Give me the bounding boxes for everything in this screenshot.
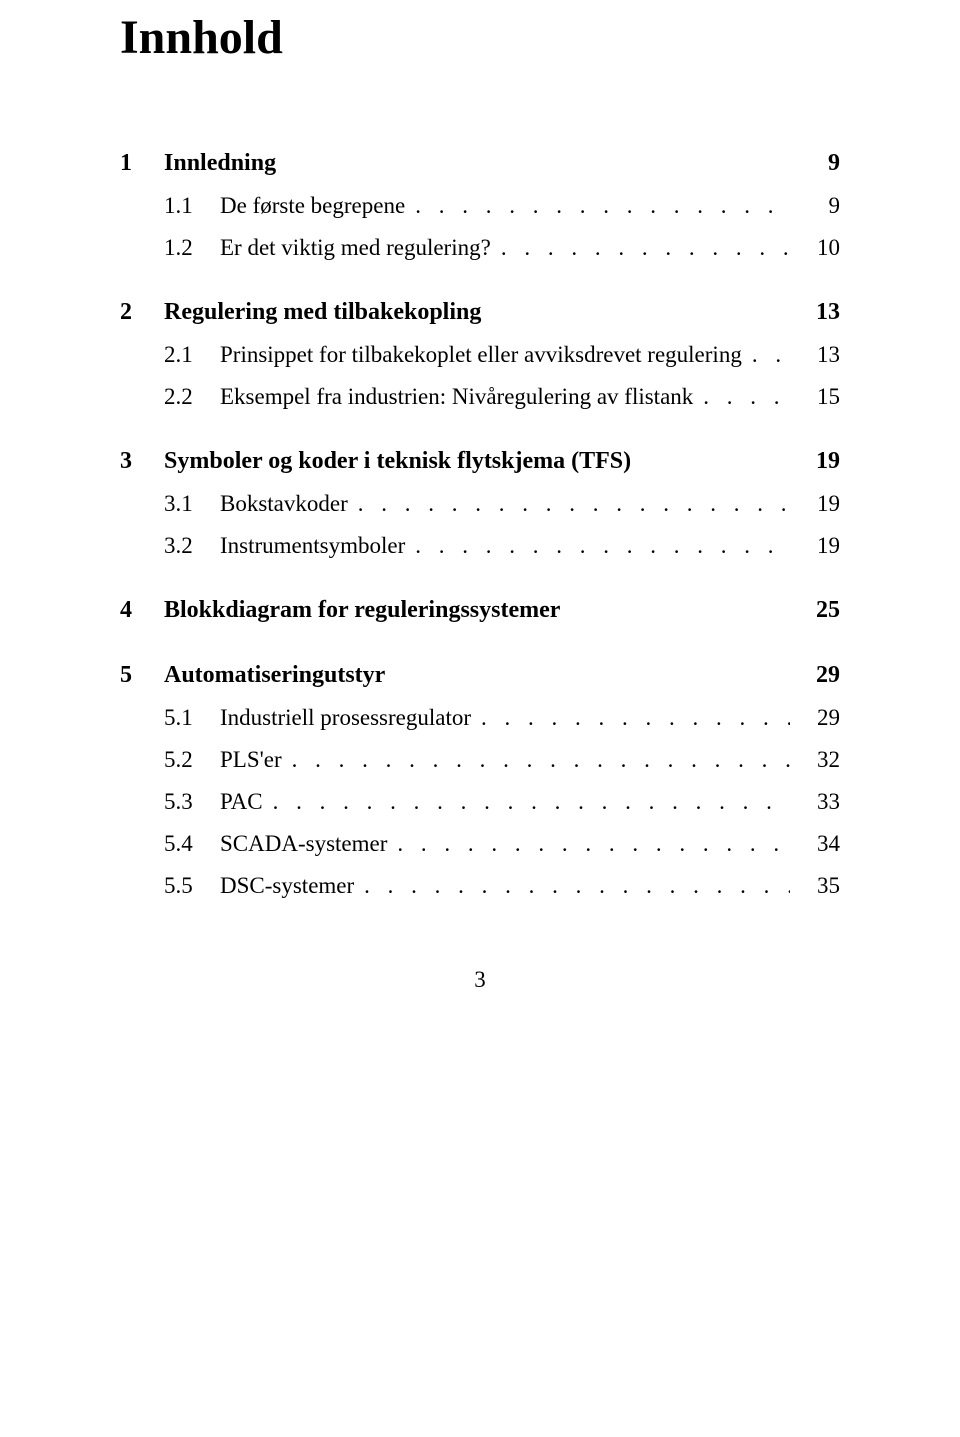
section-page: 15 [790, 384, 840, 410]
leader-dots: . . . . . . . . . . . . . . . . . . . . … [354, 873, 790, 899]
toc-section-row: 1.2Er det viktig med regulering?. . . . … [120, 235, 840, 261]
section-page: 34 [790, 831, 840, 857]
section-number: 1.1 [164, 193, 220, 219]
section-page: 13 [790, 342, 840, 368]
leader-dots: . . . . . . . . . . . . . . . . . . . . … [693, 384, 790, 410]
section-page: 35 [790, 873, 840, 899]
chapter-number: 3 [120, 448, 164, 475]
toc-page: Innhold 1Innledning91.1De første begrepe… [0, 0, 960, 1033]
leader-dots: . . . . . . . . . . . . . . . . . . . . … [405, 533, 790, 559]
section-number: 2.1 [164, 342, 220, 368]
toc-chapter-row: 4Blokkdiagram for reguleringssystemer25 [120, 597, 840, 624]
toc-section-row: 2.1Prinsippet for tilbakekoplet eller av… [120, 342, 840, 368]
section-number: 3.2 [164, 533, 220, 559]
section-page: 19 [790, 491, 840, 517]
section-number: 5.2 [164, 747, 220, 773]
section-label: Industriell prosessregulator [220, 705, 471, 731]
toc-chapter-row: 5Automatiseringutstyr29 [120, 662, 840, 689]
toc-section-row: 3.2Instrumentsymboler. . . . . . . . . .… [120, 533, 840, 559]
section-page: 33 [790, 789, 840, 815]
toc-section-row: 5.2PLS'er. . . . . . . . . . . . . . . .… [120, 747, 840, 773]
chapter-label: Symboler og koder i teknisk flytskjema (… [164, 448, 790, 475]
chapter-page: 19 [790, 448, 840, 475]
toc-container: 1Innledning91.1De første begrepene. . . … [120, 150, 840, 899]
leader-dots: . . . . . . . . . . . . . . . . . . . . … [348, 491, 790, 517]
chapter-number: 1 [120, 150, 164, 177]
toc-section-row: 3.1Bokstavkoder. . . . . . . . . . . . .… [120, 491, 840, 517]
toc-chapter-row: 2Regulering med tilbakekopling13 [120, 299, 840, 326]
section-label: PLS'er [220, 747, 282, 773]
toc-chapter-row: 1Innledning9 [120, 150, 840, 177]
section-number: 5.3 [164, 789, 220, 815]
chapter-page: 29 [790, 662, 840, 689]
chapter-label: Blokkdiagram for reguleringssystemer [164, 597, 790, 624]
chapter-number: 5 [120, 662, 164, 689]
leader-dots: . . . . . . . . . . . . . . . . . . . . … [491, 235, 790, 261]
chapter-label: Regulering med tilbakekopling [164, 299, 790, 326]
section-page: 10 [790, 235, 840, 261]
leader-dots: . . . . . . . . . . . . . . . . . . . . … [387, 831, 790, 857]
footer-page-number: 3 [120, 967, 840, 993]
section-page: 29 [790, 705, 840, 731]
section-label: Prinsippet for tilbakekoplet eller avvik… [220, 342, 742, 368]
chapter-label: Innledning [164, 150, 790, 177]
chapter-number: 2 [120, 299, 164, 326]
section-page: 32 [790, 747, 840, 773]
section-number: 5.4 [164, 831, 220, 857]
section-page: 9 [790, 193, 840, 219]
leader-dots: . . . . . . . . . . . . . . . . . . . . … [282, 747, 790, 773]
section-number: 2.2 [164, 384, 220, 410]
toc-section-row: 5.1Industriell prosessregulator. . . . .… [120, 705, 840, 731]
section-label: Instrumentsymboler [220, 533, 405, 559]
section-number: 5.1 [164, 705, 220, 731]
chapter-number: 4 [120, 597, 164, 624]
section-label: Bokstavkoder [220, 491, 348, 517]
leader-dots: . . . . . . . . . . . . . . . . . . . . … [263, 789, 790, 815]
section-label: DSC-systemer [220, 873, 354, 899]
chapter-page: 9 [790, 150, 840, 177]
page-title: Innhold [120, 10, 840, 65]
section-label: De første begrepene [220, 193, 405, 219]
chapter-page: 13 [790, 299, 840, 326]
toc-section-row: 5.3PAC. . . . . . . . . . . . . . . . . … [120, 789, 840, 815]
toc-section-row: 5.5DSC-systemer. . . . . . . . . . . . .… [120, 873, 840, 899]
toc-section-row: 2.2Eksempel fra industrien: Nivåreguleri… [120, 384, 840, 410]
leader-dots: . . . . . . . . . . . . . . . . . . . . … [405, 193, 790, 219]
toc-chapter-row: 3Symboler og koder i teknisk flytskjema … [120, 448, 840, 475]
toc-section-row: 1.1De første begrepene. . . . . . . . . … [120, 193, 840, 219]
section-label: PAC [220, 789, 263, 815]
section-label: Eksempel fra industrien: Nivåregulering … [220, 384, 693, 410]
section-label: SCADA-systemer [220, 831, 387, 857]
section-page: 19 [790, 533, 840, 559]
leader-dots: . . . . . . . . . . . . . . . . . . . . … [471, 705, 790, 731]
chapter-label: Automatiseringutstyr [164, 662, 790, 689]
section-label: Er det viktig med regulering? [220, 235, 491, 261]
section-number: 1.2 [164, 235, 220, 261]
leader-dots: . . . . . . . . . . . . . . . . . . . . … [742, 342, 790, 368]
section-number: 5.5 [164, 873, 220, 899]
chapter-page: 25 [790, 597, 840, 624]
toc-section-row: 5.4SCADA-systemer. . . . . . . . . . . .… [120, 831, 840, 857]
section-number: 3.1 [164, 491, 220, 517]
